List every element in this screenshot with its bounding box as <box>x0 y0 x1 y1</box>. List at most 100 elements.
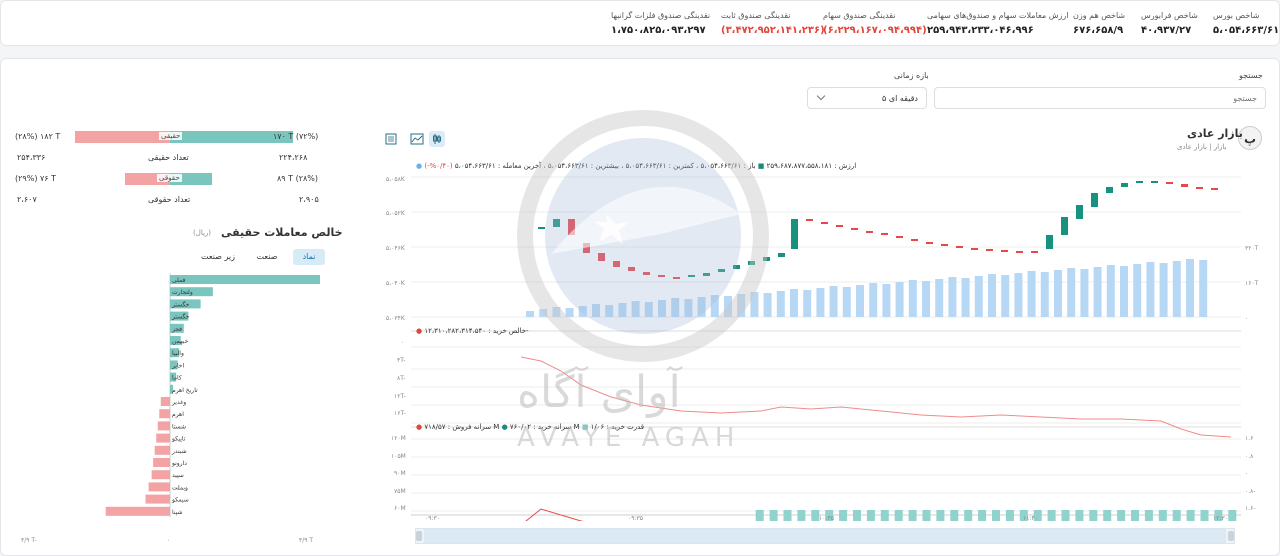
line-chart-button[interactable] <box>409 131 425 147</box>
net-real-bar <box>170 372 177 382</box>
legend-change: (۰/۴۰%-) <box>424 162 453 170</box>
net-real-bar-label: ولتجارت <box>172 289 193 296</box>
net-real-bar <box>170 311 189 321</box>
net-real-bar <box>159 409 170 419</box>
volume-bar <box>1040 272 1049 317</box>
period-select[interactable]: ۵ دقیقه ای <box>807 87 927 109</box>
net-real-unit: (ریال) <box>193 229 212 237</box>
power-legend: ● سرانه فروش : ۷۱۸/۵۷ M ● سرانه خرید : ۷… <box>416 423 645 431</box>
stat-label: نقدینگی صندوق ثابت <box>721 11 791 20</box>
volume-bar <box>1120 266 1128 317</box>
real-sell-value: (۲۸%) ۱۸۲ T <box>15 132 61 141</box>
net-real-bar <box>170 384 174 394</box>
net-axis-label: ۰ <box>401 339 405 346</box>
candle <box>1091 193 1098 207</box>
net-real-bar-label: شبندر <box>171 448 187 455</box>
candle <box>1046 235 1053 249</box>
buy-power-bar <box>825 510 834 521</box>
buy-power-bar <box>880 510 889 521</box>
buy-power-bar <box>1103 510 1112 521</box>
power-axis-left: ۹۰M <box>394 470 406 477</box>
power-axis-left: ۷۵M <box>394 488 406 495</box>
volume-bar <box>856 285 864 317</box>
tab-industry[interactable]: صنعت <box>256 252 278 261</box>
buy-power-bar <box>1158 510 1167 521</box>
stat-label: ارزش معاملات سهام و صندوق‌های سهامی <box>927 11 1069 20</box>
real-count-buy: ۲۲۴،۲۶۸ <box>279 153 308 162</box>
net-real-bar-label: کاما <box>172 375 182 382</box>
stat-equity-fund-liquidity: نقدینگی صندوق سهام (۶،۲۲۹،۱۶۷،۰۹۴،۹۹۴) <box>823 11 927 36</box>
stat-bourse-index: شاخص بورس ۵،۰۵۴،۶۶۳/۶۱ <box>1213 11 1279 36</box>
time-axis-label: ۱۰:۳۵ <box>819 515 834 522</box>
legend-last: آخرین معامله : ۵،۰۵۴،۶۶۳/۶۱ <box>454 162 542 170</box>
net-real-bar <box>148 482 170 492</box>
price-axis-label: ۵،۰۴۰K <box>386 280 405 287</box>
volume-bar <box>697 297 706 317</box>
net-real-bar <box>154 445 170 455</box>
candle <box>971 248 978 250</box>
buy-power-bar <box>811 510 820 521</box>
candle-chart-button[interactable] <box>429 131 445 147</box>
legal-buy-value: ۸۹ T (۲۸%) <box>277 174 319 183</box>
volume-bar <box>565 308 574 317</box>
range-handle-left[interactable] <box>416 531 422 541</box>
volume-bar <box>935 279 944 317</box>
power-axis-right: ۱.۶- <box>1245 505 1256 512</box>
market-subtitle: بازار | بازار عادی <box>1177 143 1227 151</box>
volume-bar <box>658 300 666 317</box>
price-axis-label: ۵،۰۵۸K <box>386 176 405 183</box>
candle <box>628 267 635 271</box>
period-label: بازه زمانی <box>894 71 929 80</box>
candle <box>986 249 993 251</box>
buy-power-bar <box>1005 510 1014 521</box>
net-real-bar <box>145 494 170 504</box>
volume-bar <box>710 295 719 317</box>
volume-bar <box>750 292 759 317</box>
volume-bar <box>1159 263 1168 317</box>
stat-value: ۶۷۶،۶۵۸/۹ <box>1073 25 1124 36</box>
net-real-bar-label: تاپیکو <box>171 436 186 443</box>
candle <box>881 233 888 235</box>
power-axis-right: ۰.۸- <box>1245 488 1256 495</box>
candle <box>748 261 755 265</box>
stat-label: شاخص فرابورس <box>1141 11 1198 20</box>
range-handle-right[interactable] <box>1228 531 1234 541</box>
volume-bar <box>578 306 587 317</box>
volume-bar <box>1080 269 1089 317</box>
candle <box>836 225 843 227</box>
volume-bar <box>1014 273 1023 317</box>
search-input[interactable] <box>934 87 1266 109</box>
candle <box>851 228 858 230</box>
stat-value: (۳،۴۷۲،۹۵۲،۱۴۱،۲۳۶) <box>721 25 825 36</box>
net-real-bar-label: فملی <box>172 277 185 284</box>
net-real-bar-label: سیمکو <box>171 497 189 504</box>
net-real-bar-label: وبملت <box>172 484 188 491</box>
legend-value: ارزش : ۲۵۹،۶۸۷،۸۷۷،۵۵۸،۱۸۱ <box>766 162 857 170</box>
net-real-bar-label: خبهمن <box>172 338 189 345</box>
expand-button[interactable] <box>383 131 399 147</box>
candle <box>703 273 710 276</box>
candle <box>643 272 650 275</box>
candle <box>613 261 620 267</box>
stat-label: نقدینگی صندوق فلزات گرانبها <box>611 11 711 20</box>
net-real-bar <box>170 323 184 333</box>
sell-per-capita-line <box>525 508 584 521</box>
volume-bar <box>961 278 970 317</box>
stat-value: ۵،۰۵۴،۶۶۳/۶۱ <box>1213 25 1280 36</box>
volume-bar <box>829 286 838 317</box>
legend-open: باز : ۵،۰۵۴،۶۶۳/۶۱ <box>700 162 756 170</box>
legal-label: حقوقی <box>157 174 182 182</box>
candle <box>688 275 695 277</box>
range-slider[interactable] <box>415 528 1235 544</box>
volume-bar <box>948 277 957 317</box>
buy-power-bar <box>936 510 945 521</box>
buy-power-bar <box>978 510 987 521</box>
candle <box>866 231 873 233</box>
tab-symbol[interactable]: نماد <box>293 249 325 265</box>
volume-bar <box>816 288 825 317</box>
power-axis-right: ۰ <box>1245 470 1249 477</box>
power-axis-left: ۶۰M <box>394 505 406 512</box>
stat-label: شاخص بورس <box>1213 11 1260 20</box>
tab-sub-industry[interactable]: زیر صنعت <box>201 252 235 261</box>
net-axis-label: ۴T- <box>397 357 406 364</box>
